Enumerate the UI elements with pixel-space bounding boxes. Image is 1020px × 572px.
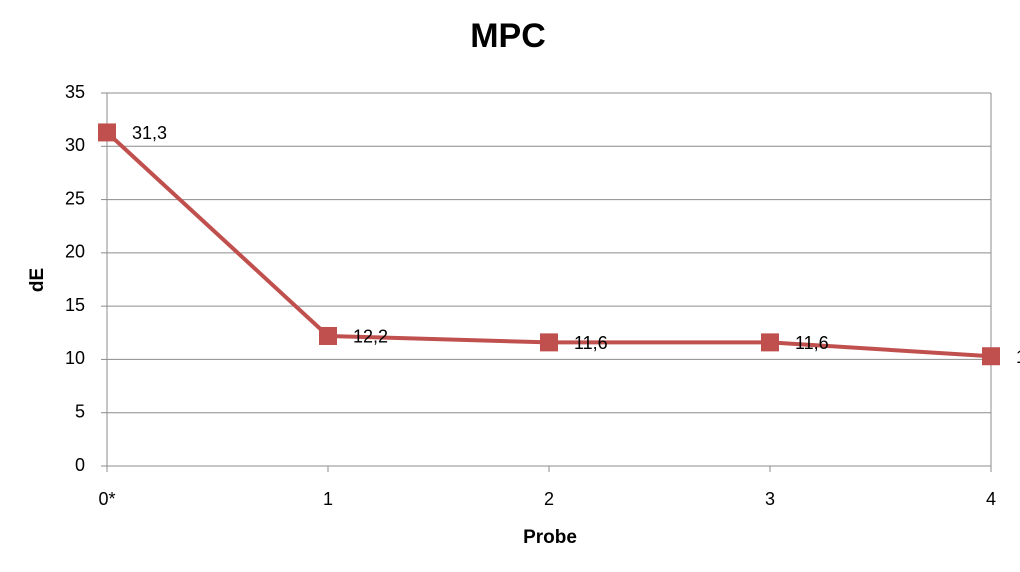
x-tick-label: 4	[986, 489, 996, 509]
data-label: 10,3	[1016, 347, 1020, 367]
x-tick-label: 3	[765, 489, 775, 509]
marker	[982, 347, 1000, 366]
x-tick-label: 2	[544, 489, 554, 509]
y-tick-label: 10	[65, 348, 85, 368]
y-tick-label: 15	[65, 295, 85, 315]
y-tick-label: 0	[75, 455, 85, 475]
marker	[319, 326, 337, 345]
data-label: 12,2	[353, 327, 388, 347]
y-tick-label: 30	[65, 135, 85, 155]
x-tick-label: 1	[323, 489, 333, 509]
x-tick-label: 0*	[98, 489, 115, 509]
y-tick-label: 35	[65, 82, 85, 102]
data-label: 11,6	[574, 333, 608, 353]
marker	[98, 123, 116, 142]
y-axis-title: dE	[27, 268, 48, 292]
x-axis-title: Probe	[523, 527, 577, 548]
y-tick-label: 25	[65, 188, 85, 208]
marker	[761, 333, 779, 352]
data-label: 11,6	[795, 333, 829, 353]
data-label: 31,3	[132, 123, 167, 143]
y-tick-label: 5	[75, 401, 85, 421]
chart-title: MPC	[470, 17, 546, 55]
y-tick-label: 20	[65, 242, 85, 262]
marker	[540, 333, 558, 352]
series-line	[105, 130, 992, 359]
